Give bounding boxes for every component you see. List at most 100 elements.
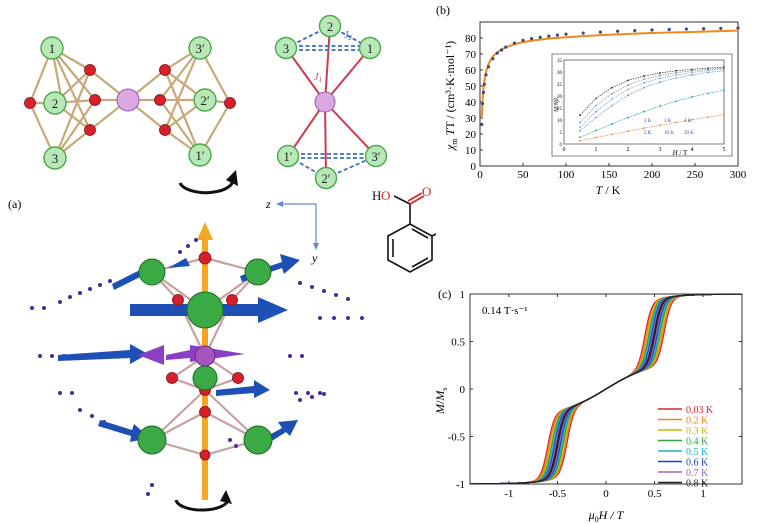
inset-data-point bbox=[643, 127, 645, 130]
legend-label: 0.7 K bbox=[686, 468, 709, 479]
chi-xtick-label: 300 bbox=[730, 169, 747, 181]
inset-data-point bbox=[675, 71, 677, 74]
inset-series-line bbox=[579, 68, 725, 128]
hyst-ytick-label: 0 bbox=[460, 384, 466, 396]
inset-xtick-label: 5 bbox=[723, 147, 726, 153]
inset-data-point bbox=[611, 92, 613, 95]
atom-label-l1: 1 bbox=[49, 41, 56, 56]
inset-data-point bbox=[659, 124, 661, 127]
j2-label: J2 bbox=[344, 30, 352, 42]
chi-data-point bbox=[616, 29, 620, 33]
inset-data-point bbox=[627, 130, 629, 133]
chi-ytick-label: 20 bbox=[465, 129, 477, 141]
inset-xlabel: H / T bbox=[672, 149, 688, 157]
chi-ytick-label: 50 bbox=[465, 81, 477, 93]
chi-data-point bbox=[547, 34, 551, 38]
inset-ytick-label: 0 bbox=[560, 143, 563, 148]
atom-label-l2: 2 bbox=[52, 96, 59, 111]
inset-data-point bbox=[611, 133, 613, 136]
chi-data-point bbox=[480, 102, 485, 106]
ligand-o2-label: O bbox=[422, 184, 431, 199]
inset-data-point bbox=[595, 97, 597, 100]
inset-data-point bbox=[691, 118, 693, 121]
atom-label-r3: 3 bbox=[283, 42, 289, 56]
atom-label-l3: 3 bbox=[52, 151, 59, 166]
inset-ylabel: M/Nβ bbox=[554, 98, 560, 113]
j1-label: J1 bbox=[314, 72, 322, 84]
inset-legend-3k: 3 K bbox=[664, 119, 672, 124]
hysteresis-xlabel: μ0H / T bbox=[588, 508, 625, 524]
inset-series-line bbox=[579, 114, 725, 142]
inset-legend-4k: 4 K bbox=[684, 119, 692, 124]
panel-a: 1 2 3 3′ 2′ 1′ 2 3 1 1′ bbox=[8, 14, 437, 512]
hysteresis-ylabel: M/Ms bbox=[433, 388, 449, 415]
inset-data-point bbox=[723, 113, 725, 116]
inset-data-point bbox=[627, 116, 629, 119]
panel-c-label: (c) bbox=[438, 287, 451, 301]
chi-data-point bbox=[482, 82, 486, 86]
chi-ytick-label: 60 bbox=[465, 65, 477, 77]
inset-data-point bbox=[723, 68, 725, 71]
chi-xlabel: T / K bbox=[596, 183, 621, 197]
chi-data-point bbox=[499, 48, 504, 52]
chi-ytick-label: 10 bbox=[465, 145, 477, 157]
inset-xtick-label: 1 bbox=[595, 147, 598, 153]
inset-series-line bbox=[579, 70, 725, 132]
chi-data-point bbox=[530, 37, 534, 41]
inset-data-point bbox=[643, 110, 645, 113]
inset-data-point bbox=[691, 68, 693, 71]
inset-data-point bbox=[611, 97, 613, 100]
inset-data-point bbox=[579, 136, 581, 139]
legend-label: 0.3 K bbox=[686, 426, 709, 437]
ligand-structure bbox=[387, 192, 437, 273]
chi-data-point bbox=[564, 32, 568, 36]
inset-data-point bbox=[691, 69, 693, 72]
inset-data-point bbox=[675, 69, 677, 72]
atom-label-r1: 1 bbox=[367, 42, 373, 56]
chi-data-point bbox=[480, 122, 484, 126]
inset-data-point bbox=[579, 129, 581, 132]
structure-left-oxygens bbox=[24, 64, 236, 136]
inset-data-point bbox=[675, 77, 677, 79]
inset-data-point bbox=[707, 71, 709, 74]
chi-data-point bbox=[555, 33, 559, 37]
chi-ytick-label: 40 bbox=[465, 97, 477, 109]
chi-data-point bbox=[650, 28, 654, 32]
inset-data-point bbox=[691, 73, 693, 76]
inset-data-point bbox=[723, 89, 725, 92]
chi-data-point bbox=[736, 26, 740, 30]
chi-data-point bbox=[581, 31, 585, 35]
inset-legend-10k: 10 K bbox=[664, 131, 674, 136]
inset-data-point bbox=[707, 69, 709, 72]
legend-label: 0.6 K bbox=[686, 458, 709, 469]
axis-z-label: z bbox=[265, 197, 271, 211]
inset-legend: 2 K 3 K 4 K 5 K 10 K 20 K bbox=[644, 119, 694, 136]
inset-data-point bbox=[675, 73, 677, 76]
rotation-arrow-top-icon bbox=[178, 177, 235, 195]
chi-data-point bbox=[719, 26, 723, 30]
inset-data-point bbox=[611, 86, 613, 89]
hyst-ytick-label: 1 bbox=[460, 289, 466, 301]
chi-data-point bbox=[481, 90, 486, 94]
atom-label-l2p: 2′ bbox=[200, 93, 210, 108]
inset-data-point bbox=[659, 81, 661, 83]
atom-label-r1p: 1′ bbox=[284, 150, 293, 164]
hyst-xtick-label: 0.5 bbox=[648, 488, 662, 500]
inset-legend-5k: 5 K bbox=[644, 131, 652, 136]
hyst-xtick-label: -1 bbox=[504, 488, 513, 500]
sweep-rate-label: 0.14 T·s⁻¹ bbox=[482, 305, 528, 317]
inset-data-point bbox=[659, 74, 661, 77]
inset-data-point bbox=[579, 139, 581, 142]
inset-data-point bbox=[595, 110, 597, 113]
inset-ytick-label: 30 bbox=[557, 71, 563, 76]
chi-ytick-label: 30 bbox=[465, 113, 477, 125]
inset-legend-20k: 20 K bbox=[684, 131, 694, 136]
inset-data-point bbox=[691, 96, 693, 98]
atom-label-l3p: 3′ bbox=[195, 41, 205, 56]
structure-left-center-atom bbox=[116, 88, 140, 112]
inset-data-point bbox=[595, 136, 597, 139]
chi-ytick-label: 70 bbox=[465, 49, 477, 61]
inset-data-point bbox=[723, 69, 725, 72]
inset-data-point bbox=[627, 79, 629, 82]
inset-data-point bbox=[675, 100, 677, 103]
